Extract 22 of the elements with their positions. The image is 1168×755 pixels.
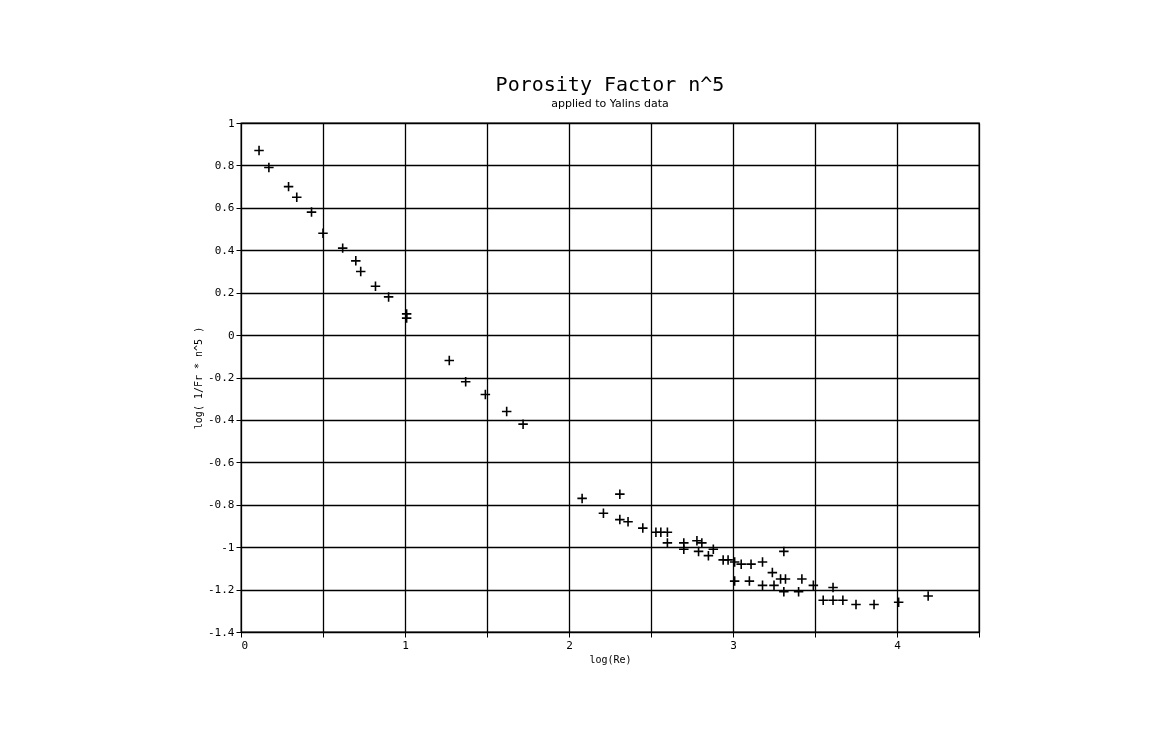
y-tick-label: -0.4 <box>208 413 235 427</box>
y-tick-label: -0.8 <box>208 498 235 512</box>
x-tick-label: 1 <box>402 638 409 652</box>
x-tick-label: 2 <box>566 638 573 652</box>
chart-subtitle: applied to Yalins data <box>551 97 669 110</box>
y-tick-label: 1 <box>227 116 235 130</box>
x-axis-title: log(Re) <box>589 653 632 665</box>
x-tick-label: 0 <box>241 638 249 652</box>
x-tick-label: 4 <box>894 638 902 652</box>
y-axis-title: log( 1/Fr * n^5 ) <box>193 326 205 430</box>
y-tick-label: -1 <box>221 540 235 554</box>
y-tick-label: 0.4 <box>214 243 235 257</box>
y-tick-label: -1.2 <box>208 583 235 597</box>
y-tick-label: 0.8 <box>214 158 235 172</box>
x-tick-label: 3 <box>730 638 737 652</box>
y-tick-label: -1.4 <box>208 625 235 639</box>
y-tick-label: -0.2 <box>208 371 235 384</box>
chart-title: Porosity Factor n^5 <box>495 72 725 96</box>
y-tick-label: 0.2 <box>214 286 235 300</box>
y-tick-label: 0 <box>227 328 235 342</box>
y-tick-label: 0.6 <box>214 201 235 215</box>
y-tick-label: -0.6 <box>208 455 235 469</box>
